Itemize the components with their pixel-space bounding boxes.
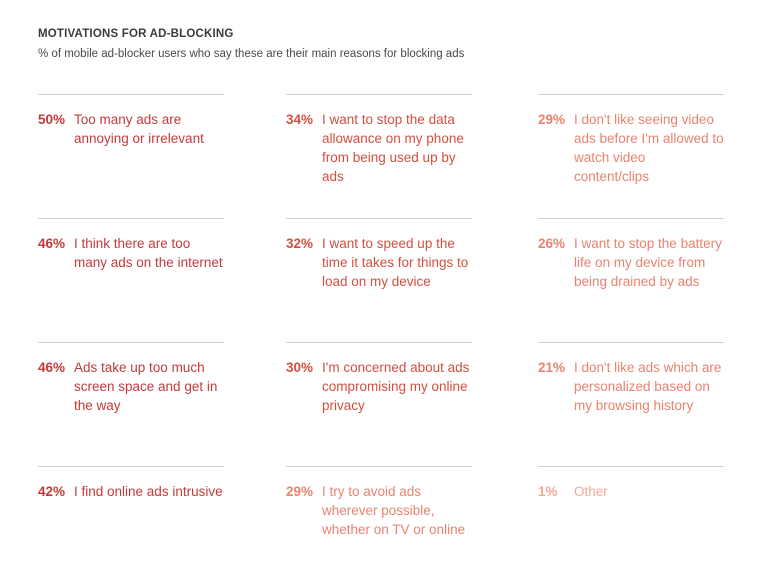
stat-percentage: 46% <box>38 360 66 375</box>
chart-title: MOTIVATIONS FOR AD-BLOCKING <box>38 28 234 40</box>
divider <box>538 94 724 95</box>
stat-entry: 46% I think there are too many ads on the… <box>38 234 224 272</box>
stat-label: I find online ads intrusive <box>74 484 223 499</box>
stat-label: I don't like seeing video ads before I'm… <box>574 112 724 184</box>
stat-label: Other <box>574 484 608 499</box>
divider <box>38 342 224 343</box>
divider <box>286 94 472 95</box>
stat-item: 1% Other <box>538 466 724 501</box>
stat-item: 46% Ads take up too much screen space and… <box>38 342 224 415</box>
stat-label: Too many ads are annoying or irrelevant <box>74 112 204 146</box>
stat-percentage: 29% <box>286 484 314 499</box>
stat-entry: 30% I'm concerned about ads compromising … <box>286 358 472 415</box>
stat-label: I don't like ads which are personalized … <box>574 360 722 413</box>
stat-percentage: 29% <box>538 112 566 127</box>
stat-item: 30% I'm concerned about ads compromising … <box>286 342 472 415</box>
stat-label: I try to avoid ads wherever possible, wh… <box>322 484 466 537</box>
stat-item: 21% I don't like ads which are personaliz… <box>538 342 724 415</box>
stat-percentage: 21% <box>538 360 566 375</box>
stat-entry: 26% I want to stop the battery life on my… <box>538 234 724 291</box>
stat-entry: 34% I want to stop the data allowance on … <box>286 110 472 186</box>
divider <box>38 94 224 95</box>
stat-percentage: 1% <box>538 484 558 499</box>
stat-percentage: 26% <box>538 236 566 251</box>
divider <box>38 218 224 219</box>
divider <box>538 218 724 219</box>
stat-item: 29% I try to avoid ads wherever possible,… <box>286 466 472 539</box>
stat-percentage: 30% <box>286 360 314 375</box>
chart-subtitle: % of mobile ad-blocker users who say the… <box>38 48 465 60</box>
stat-item: 50% Too many ads are annoying or irreleva… <box>38 94 224 148</box>
stat-label: I want to stop the battery life on my de… <box>574 236 722 289</box>
stat-item: 34% I want to stop the data allowance on … <box>286 94 472 186</box>
stat-item: 26% I want to stop the battery life on my… <box>538 218 724 291</box>
stat-item: 29% I don't like seeing video ads before … <box>538 94 724 186</box>
stat-entry: 50% Too many ads are annoying or irreleva… <box>38 110 224 148</box>
stat-item: 42% I find online ads intrusive <box>38 466 224 501</box>
stat-entry: 21% I don't like ads which are personaliz… <box>538 358 724 415</box>
divider <box>538 342 724 343</box>
divider <box>286 466 472 467</box>
stat-percentage: 46% <box>38 236 66 251</box>
divider <box>286 218 472 219</box>
divider <box>38 466 224 467</box>
stat-label: I'm concerned about ads compromising my … <box>322 360 470 413</box>
stat-label: I want to speed up the time it takes for… <box>322 236 469 289</box>
divider <box>286 342 472 343</box>
stat-item: 32% I want to speed up the time it takes … <box>286 218 472 291</box>
stat-entry: 29% I try to avoid ads wherever possible,… <box>286 482 472 539</box>
stat-percentage: 32% <box>286 236 314 251</box>
stat-label: I want to stop the data allowance on my … <box>322 112 464 184</box>
divider <box>538 466 724 467</box>
stat-label: I think there are too many ads on the in… <box>74 236 223 270</box>
stat-entry: 42% I find online ads intrusive <box>38 482 224 501</box>
stat-item: 46% I think there are too many ads on the… <box>38 218 224 272</box>
stat-percentage: 50% <box>38 112 66 127</box>
stat-entry: 32% I want to speed up the time it takes … <box>286 234 472 291</box>
stat-label: Ads take up too much screen space and ge… <box>74 360 218 413</box>
stat-entry: 1% Other <box>538 482 724 501</box>
stat-percentage: 42% <box>38 484 66 499</box>
stat-entry: 46% Ads take up too much screen space and… <box>38 358 224 415</box>
stat-percentage: 34% <box>286 112 314 127</box>
stat-entry: 29% I don't like seeing video ads before … <box>538 110 724 186</box>
